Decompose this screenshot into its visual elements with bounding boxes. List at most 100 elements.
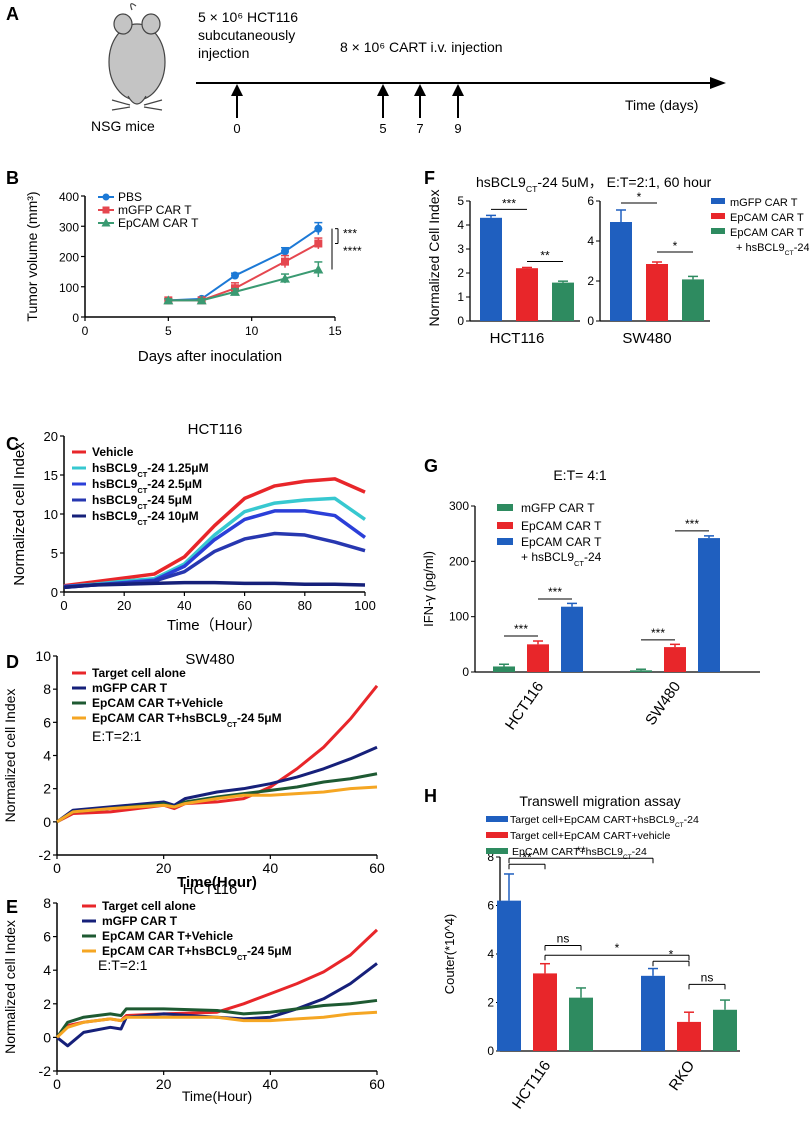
y-axis-label: Normalized cell Index xyxy=(11,442,28,586)
legend-swatch xyxy=(497,538,513,545)
y-tick-label: 0 xyxy=(43,814,51,830)
legend-marker xyxy=(101,218,111,227)
day-label-0: 0 xyxy=(233,121,240,136)
injection1-line3: injection xyxy=(198,45,249,61)
panel-label-h: H xyxy=(424,786,437,806)
x-tick-label: 20 xyxy=(156,1076,172,1092)
significance-label: ns xyxy=(557,932,570,946)
series-line-2 xyxy=(56,745,378,824)
et-ratio-annotation: E:T=2:1 xyxy=(92,728,142,744)
x-tick-label: 0 xyxy=(53,1076,61,1092)
legend-marker xyxy=(102,193,110,201)
y-tick-label: 100 xyxy=(449,610,469,624)
legend-label-3: EpCAM CAR T xyxy=(118,216,199,230)
y-tick-label: 1 xyxy=(457,290,464,304)
series-line-4 xyxy=(55,1010,378,1039)
timeline-arrows xyxy=(231,84,464,118)
y-tick-label: 4 xyxy=(457,218,464,232)
bar xyxy=(677,1021,701,1051)
legend-label-3: hsBCL9CT-24 2.5μM xyxy=(92,477,202,495)
y-tick-label: 5 xyxy=(51,546,58,561)
legend-label-2: mGFP CAR T xyxy=(102,914,178,928)
y-tick-label: 6 xyxy=(587,194,594,208)
x-tick-label: 60 xyxy=(369,860,385,876)
x-axis-label: Time(Hour) xyxy=(182,1088,252,1104)
y-tick-label: 4 xyxy=(43,962,51,978)
y-tick-label: 200 xyxy=(449,554,469,568)
y-axis-label: Normalized Cell Index xyxy=(426,190,442,327)
panel-label-e: E xyxy=(6,897,18,917)
category-label: HCT116 xyxy=(490,330,545,347)
x-tick-label: 40 xyxy=(263,1076,279,1092)
series-line-1 xyxy=(56,684,379,824)
legend-label-2: hsBCL9CT-24 1.25μM xyxy=(92,461,209,479)
x-axis-label: Days after inoculation xyxy=(138,348,282,365)
series-line-4 xyxy=(56,785,378,824)
panel-label-b: B xyxy=(6,168,19,188)
legend-label-1: Target cell alone xyxy=(92,666,186,680)
significance-label: *** xyxy=(502,196,516,210)
chart-title: HCT116 xyxy=(183,881,238,898)
significance-label: * xyxy=(673,239,678,253)
y-tick-label: -2 xyxy=(39,847,52,863)
legend-label-1: Vehicle xyxy=(92,445,134,459)
y-tick-label: 2 xyxy=(487,996,494,1010)
category-label: HCT116 xyxy=(502,679,547,734)
y-tick-label: 8 xyxy=(43,681,51,697)
category-label: SW480 xyxy=(642,679,684,729)
y-tick-label: 3 xyxy=(457,242,464,256)
bar xyxy=(533,973,557,1051)
series-line-2 xyxy=(56,962,378,1048)
x-tick-label: 60 xyxy=(369,1076,385,1092)
bar xyxy=(610,222,632,321)
x-tick-label: 60 xyxy=(237,598,251,613)
y-tick-label: 300 xyxy=(449,499,469,513)
panel-label-d: D xyxy=(6,652,19,672)
y-tick-label: 2 xyxy=(43,781,51,797)
panel-b: B 0 100 200 300 400 0 5 10 15 Days after inoculati… xyxy=(6,168,362,365)
y-tick-label: 300 xyxy=(59,220,79,234)
y-tick-label: 8 xyxy=(43,895,51,911)
y-tick-label: 4 xyxy=(587,234,594,248)
data-point xyxy=(281,257,289,266)
bar xyxy=(493,666,515,672)
legend-swatch xyxy=(711,198,725,204)
legend-label-4: hsBCL9CT-24 5μM xyxy=(92,493,192,511)
legend-swatch xyxy=(486,816,508,822)
legend-label-4: EpCAM CAR T+hsBCL9CT-24 5μM xyxy=(92,711,282,729)
data-point xyxy=(281,247,289,256)
legend-label-3: EpCAM CART+hsBCL9CT-24 xyxy=(512,846,647,861)
y-tick-label: 8 xyxy=(487,850,494,864)
panel-g: G E:T= 4:1 0 100 200 300 IFN-γ (pg/ml) HCT116 SW… xyxy=(421,456,760,733)
legend-swatch xyxy=(497,522,513,529)
significance-label: *** xyxy=(685,517,699,531)
data-point xyxy=(230,286,240,296)
x-tick-label: 15 xyxy=(328,324,342,338)
y-tick-label: 5 xyxy=(457,194,464,208)
x-axis-label: Time（Hour） xyxy=(167,617,262,634)
chart-title: hsBCL9CT-24 5uM， E:T=2:1, 60 hour xyxy=(476,174,712,194)
legend-label-5: hsBCL9CT-24 10μM xyxy=(92,509,199,527)
significance-label: ** xyxy=(576,844,586,858)
bar xyxy=(664,647,686,672)
y-tick-label: 0 xyxy=(43,1029,51,1045)
injection1-line2: subcutaneously xyxy=(198,27,295,43)
bar xyxy=(527,644,549,672)
legend-label-3b: + hsBCL9CT-24 xyxy=(521,550,602,568)
y-tick-label: 2 xyxy=(43,996,51,1012)
data-point xyxy=(313,264,324,274)
legend-label-1: PBS xyxy=(118,190,142,204)
legend-label-3b: + hsBCL9CT-24 xyxy=(736,242,809,257)
x-tick-label: 0 xyxy=(82,324,89,338)
x-tick-label: 0 xyxy=(53,860,61,876)
y-tick-label: 200 xyxy=(59,251,79,265)
significance-label: * xyxy=(615,941,620,955)
series-line-5 xyxy=(63,580,366,590)
significance-label: ** xyxy=(522,850,532,864)
chart-title: E:T= 4:1 xyxy=(553,467,607,483)
y-tick-label: 15 xyxy=(44,468,58,483)
y-tick-label: 400 xyxy=(59,190,79,204)
